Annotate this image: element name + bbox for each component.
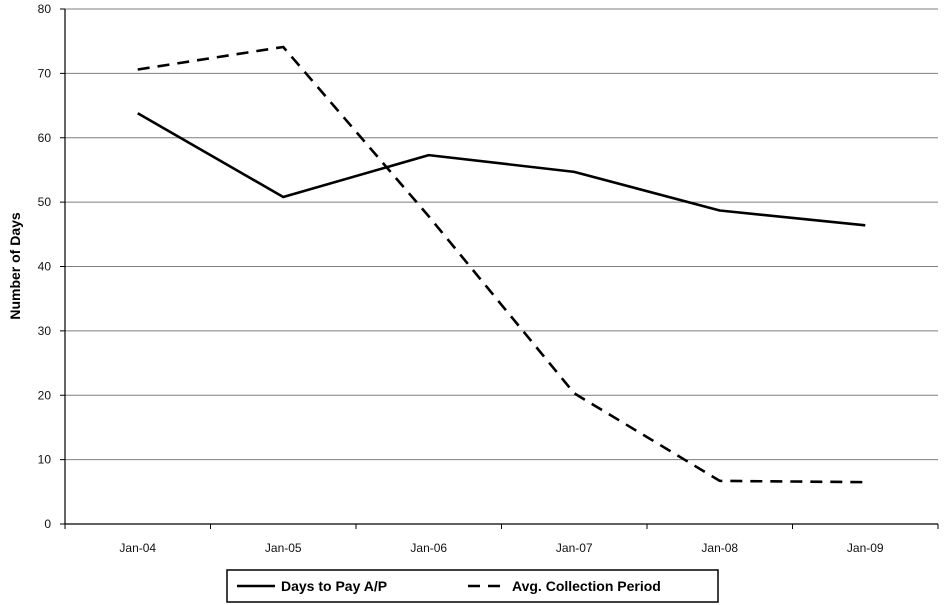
y-tick-label: 0	[44, 517, 51, 531]
x-tick-label: Jan-08	[701, 541, 738, 555]
legend-label-2: Avg. Collection Period	[512, 578, 661, 594]
x-tick-label: Jan-04	[119, 541, 156, 555]
y-tick-label: 20	[38, 388, 52, 402]
x-tick-label: Jan-07	[556, 541, 593, 555]
y-tick-labels: 0 10 20 30 40 50 60 70 80	[38, 2, 52, 531]
series-line-1	[137, 112, 866, 227]
x-tick-label: Jan-05	[265, 541, 302, 555]
y-tick-label: 50	[38, 195, 52, 209]
y-tick-label: 30	[38, 324, 52, 338]
gridlines	[65, 8, 938, 461]
legend-label-1: Days to Pay A/P	[281, 578, 387, 594]
y-tick-label: 60	[38, 131, 52, 145]
x-tick-label: Jan-09	[847, 541, 884, 555]
y-tick-label: 40	[38, 260, 52, 274]
y-tick-label: 80	[38, 2, 52, 16]
x-tick-labels: Jan-04 Jan-05 Jan-06 Jan-07 Jan-08 Jan-09	[119, 541, 884, 555]
y-axis-title: Number of Days	[7, 212, 23, 320]
x-tick-label: Jan-06	[410, 541, 447, 555]
series-line-2	[137, 45, 866, 484]
legend: Days to Pay A/P Avg. Collection Period	[226, 569, 719, 603]
axes	[60, 8, 939, 529]
y-tick-label: 70	[38, 66, 52, 80]
y-tick-label: 10	[38, 453, 52, 467]
series-lines	[137, 45, 866, 484]
